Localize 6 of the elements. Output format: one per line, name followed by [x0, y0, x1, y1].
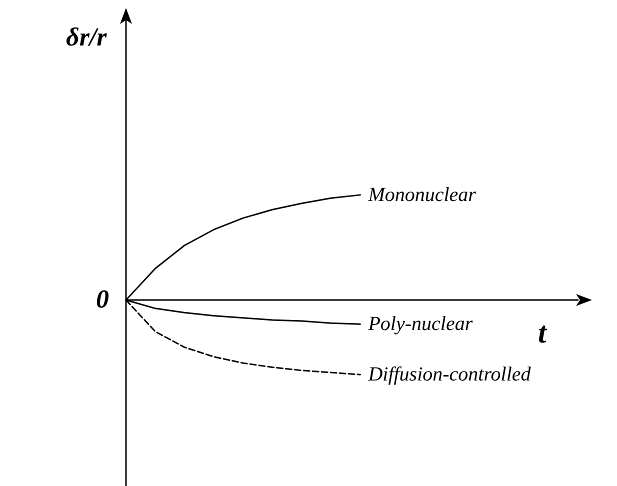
- text: δr/r: [66, 22, 108, 52]
- series-label: Diffusion-controlled: [367, 364, 532, 386]
- text: 0: [96, 284, 109, 314]
- series-label: Poly-nuclear: [367, 313, 473, 336]
- series-label: Mononuclear: [367, 184, 476, 206]
- text: t: [538, 316, 548, 350]
